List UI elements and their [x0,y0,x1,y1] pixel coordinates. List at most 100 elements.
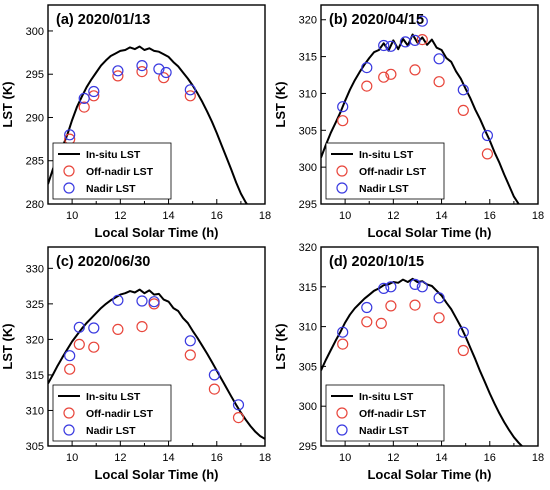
nadir-lst-point [184,84,196,96]
off-nadir-lst-point [457,104,469,117]
off-nadir-lst-point [361,80,373,92]
plot-area [321,15,520,204]
off-nadir-lst-point [416,33,428,46]
nadir-lst-point [378,39,390,52]
x-tick-label: 16 [211,452,223,464]
y-tick-label: 295 [299,441,317,453]
off-nadir-lst-point [385,300,397,312]
nadir-lst-point [385,281,397,293]
off-nadir-lst-point [184,90,196,102]
legend-label: Nadir LST [359,425,409,437]
x-tick-label: 12 [114,452,126,464]
x-tick-label: 10 [339,452,351,464]
y-tick-label: 320 [299,15,317,27]
x-tick-label: 14 [162,452,174,464]
y-tick-label: 310 [26,405,44,417]
off-nadir-lst-point [337,338,349,350]
y-tick-label: 310 [299,322,317,334]
plot-area [48,45,249,204]
off-nadir-lst-point [78,101,90,113]
nadir-lst-point [361,61,373,74]
y-tick-label: 305 [26,441,44,453]
y-tick-label: 295 [26,69,44,81]
legend-label: In-situ LST [86,149,141,161]
nadir-lst-point [378,282,390,294]
x-tick-label: 10 [66,452,78,464]
panel-1: 10 12 14 16 18 295 300 305 310 315 320 Local Solar … [273,4,544,240]
nadir-lst-point [88,85,100,98]
y-tick-label: 300 [299,162,317,174]
legend-circle-marker [63,424,75,436]
x-tick-label: 10 [66,210,78,222]
off-nadir-lst-point [409,299,421,311]
legend-label: Off-nadir LST [86,166,154,178]
nadir-lst-point [457,84,469,96]
x-tick-label: 18 [259,452,271,464]
nadir-lst-point [433,292,445,304]
off-nadir-lst-point [136,65,148,78]
nadir-lst-point [361,301,373,314]
y-tick-label: 300 [299,401,317,413]
x-tick-label: 14 [435,452,447,464]
nadir-lst-point [433,53,445,65]
nadir-lst-point [112,294,124,306]
y-axis-title: LST (K) [273,81,288,127]
nadir-lst-point [153,63,165,75]
off-nadir-lst-point [208,383,220,395]
legend-circle-marker [63,407,75,419]
y-tick-label: 300 [26,26,44,38]
y-tick-label: 320 [299,242,317,254]
y-axis-title: LST (K) [0,323,15,369]
x-axis-title: Local Solar Time (h) [94,225,218,240]
off-nadir-lst-point [148,298,160,310]
plot-frame [320,4,539,205]
legend: In-situ LST Off-nadir LST Nadir LST [52,384,172,442]
nadir-lst-point [457,326,469,338]
legend-circle-marker [336,424,348,436]
x-tick-label: 18 [259,210,271,222]
nadir-lst-point [64,129,76,141]
legend-circle-marker [336,407,348,419]
x-tick-label: 14 [162,210,174,222]
y-tick-label: 320 [26,334,44,346]
y-tick-label: 330 [26,263,44,275]
in-situ-lst-line [48,45,249,204]
legend-circle-marker [336,165,348,177]
plot-frame [47,4,266,205]
legend-box [325,384,445,442]
x-tick-label: 18 [532,210,544,222]
y-tick-label: 315 [299,52,317,64]
x-tick-label: 14 [435,210,447,222]
legend-label: Off-nadir LST [86,408,154,420]
legend: In-situ LST Off-nadir LST Nadir LST [325,384,445,442]
legend-label: Nadir LST [359,183,409,195]
legend: In-situ LST Off-nadir LST Nadir LST [52,142,172,200]
legend-circle-marker [336,182,348,194]
y-tick-label: 315 [299,282,317,294]
nadir-lst-point [184,335,196,347]
off-nadir-lst-point [385,68,397,80]
nadir-lst-point [64,350,76,362]
nadir-lst-point [148,296,160,308]
off-nadir-lst-point [337,115,349,127]
off-nadir-lst-point [88,341,100,353]
off-nadir-lst-point [64,363,76,375]
off-nadir-lst-point [136,321,148,333]
nadir-lst-point [78,92,90,105]
legend-label: Off-nadir LST [359,408,427,420]
panel-title: (c) 2020/06/30 [56,254,150,270]
legend-label: In-situ LST [359,149,414,161]
y-tick-label: 305 [299,361,317,373]
panel-title: (a) 2020/01/13 [56,12,150,28]
x-tick-label: 12 [387,452,399,464]
legend-label: Off-nadir LST [359,166,427,178]
x-axis-title: Local Solar Time (h) [94,467,218,482]
off-nadir-lst-point [112,70,124,82]
legend-box [52,384,172,442]
legend-box [52,142,172,200]
panel-title: (d) 2020/10/15 [329,254,424,270]
nadir-lst-point [112,65,124,77]
off-nadir-lst-point [73,338,85,350]
off-nadir-lst-point [481,148,493,160]
legend-label: In-situ LST [86,391,141,403]
